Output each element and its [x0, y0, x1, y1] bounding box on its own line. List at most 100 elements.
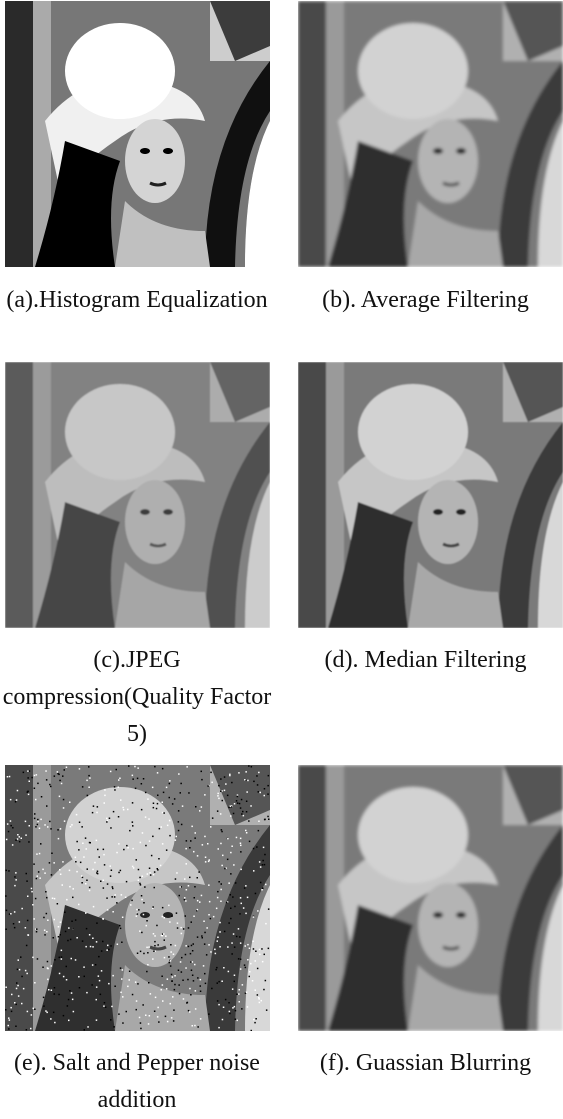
noise-dot	[256, 846, 258, 848]
noise-dot	[89, 934, 91, 936]
noise-dot	[140, 842, 142, 844]
noise-dot	[236, 994, 238, 996]
noise-dot	[170, 965, 172, 967]
noise-dot	[123, 809, 125, 811]
noise-dot	[250, 805, 252, 807]
noise-dot	[220, 889, 222, 891]
noise-dot	[234, 803, 236, 805]
noise-dot	[14, 876, 16, 878]
noise-dot	[39, 828, 41, 830]
noise-dot	[232, 988, 234, 990]
noise-dot	[261, 889, 263, 891]
noise-dot	[57, 829, 59, 831]
noise-dot	[236, 936, 238, 938]
noise-dot	[42, 967, 44, 969]
noise-dot	[222, 800, 224, 802]
noise-dot	[255, 1018, 257, 1020]
noise-dot	[166, 849, 168, 851]
noise-dot	[92, 946, 94, 948]
noise-dot	[234, 975, 236, 977]
noise-dot	[106, 818, 108, 820]
noise-dot	[120, 870, 122, 872]
noise-dot	[162, 843, 164, 845]
noise-dot	[192, 950, 194, 952]
noise-dot	[85, 883, 87, 885]
noise-dot	[257, 994, 259, 996]
noise-dot	[31, 891, 33, 893]
noise-dot	[16, 988, 17, 990]
noise-dot	[51, 874, 53, 876]
noise-dot	[112, 888, 114, 890]
noise-dot	[47, 826, 49, 828]
noise-dot	[147, 873, 149, 875]
noise-dot	[147, 798, 149, 800]
noise-dot	[268, 948, 270, 950]
noise-dot	[33, 1008, 35, 1010]
noise-dot	[157, 868, 159, 870]
noise-dot	[188, 1010, 190, 1012]
noise-dot	[219, 922, 221, 924]
noise-dot	[46, 931, 48, 933]
noise-dot	[236, 800, 238, 802]
noise-dot	[149, 840, 151, 842]
noise-dot	[154, 945, 156, 947]
noise-dot	[189, 988, 191, 990]
noise-dot	[238, 928, 240, 930]
noise-dot	[5, 895, 7, 897]
noise-dot	[112, 975, 114, 977]
noise-dot	[79, 822, 81, 824]
noise-dot	[72, 897, 74, 899]
noise-dot	[100, 994, 102, 996]
noise-dot	[234, 981, 236, 983]
noise-dot	[120, 967, 122, 969]
noise-dot	[257, 968, 259, 970]
noise-dot	[119, 925, 121, 927]
noise-dot	[263, 847, 265, 849]
noise-dot	[221, 883, 223, 885]
noise-dot	[110, 1019, 112, 1021]
noise-dot	[227, 838, 229, 840]
noise-dot	[217, 793, 219, 795]
noise-dot	[42, 869, 44, 871]
noise-dot	[33, 918, 35, 920]
noise-dot	[35, 898, 37, 900]
noise-dot	[227, 859, 229, 861]
noise-dot	[97, 849, 99, 851]
noise-dot	[126, 845, 128, 847]
noise-dot	[5, 1009, 7, 1011]
noise-dot	[46, 913, 48, 915]
noise-dot	[29, 825, 31, 827]
noise-dot	[114, 986, 116, 988]
noise-dot	[208, 1013, 210, 1015]
noise-dot	[163, 812, 165, 814]
noise-dot	[230, 852, 232, 854]
noise-dot	[240, 845, 242, 847]
noise-dot	[216, 908, 218, 910]
noise-dot	[129, 971, 131, 973]
noise-dot	[138, 909, 140, 911]
noise-dot	[258, 830, 260, 832]
noise-dot	[221, 829, 223, 831]
noise-dot	[18, 995, 20, 997]
noise-dot	[8, 1017, 10, 1019]
noise-dot	[97, 871, 99, 873]
noise-dot	[54, 987, 56, 989]
noise-dot	[127, 847, 129, 849]
noise-dot	[79, 987, 81, 989]
noise-dot	[92, 938, 94, 940]
noise-dot	[37, 821, 39, 823]
noise-dot	[29, 781, 31, 783]
noise-dot	[161, 935, 163, 937]
noise-dot	[27, 1011, 29, 1013]
noise-dot	[162, 907, 164, 909]
noise-dot	[190, 994, 192, 996]
noise-dot	[89, 887, 91, 889]
noise-dot	[253, 848, 255, 850]
noise-dot	[122, 996, 124, 998]
noise-dot	[174, 984, 176, 986]
noise-dot	[40, 843, 42, 845]
noise-dot	[225, 783, 227, 785]
noise-dot	[116, 852, 118, 854]
noise-dot	[47, 961, 49, 963]
noise-dot	[36, 774, 38, 776]
